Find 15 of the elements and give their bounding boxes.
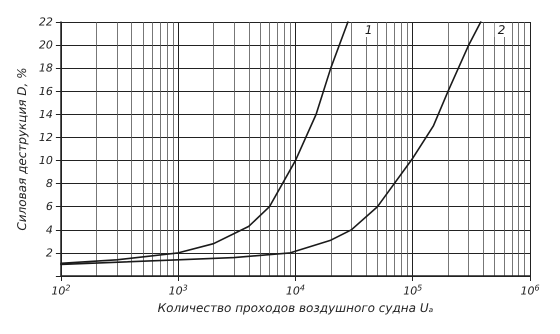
y-tick-label: 18 xyxy=(38,62,53,75)
y-tick-label: 22 xyxy=(38,16,53,28)
y-axis-title: Силовая деструкция D, % xyxy=(15,67,29,231)
y-tick-label: 16 xyxy=(38,84,53,98)
series-label: 1 xyxy=(364,23,373,37)
series-label: 2 xyxy=(498,23,506,37)
y-tick-label: 2 xyxy=(46,246,53,260)
y-tick-label: 10 xyxy=(38,154,53,168)
y-tick-label: 8 xyxy=(46,177,53,190)
y-tick-label: 4 xyxy=(46,223,53,236)
y-tick-label: 6 xyxy=(46,200,53,214)
y-tick-label: 20 xyxy=(38,38,53,52)
x-axis-title: Количество проходов воздушного судна Uₐ xyxy=(158,301,434,315)
y-tick-label: 14 xyxy=(38,108,53,121)
y-tick-label: 12 xyxy=(38,130,53,144)
